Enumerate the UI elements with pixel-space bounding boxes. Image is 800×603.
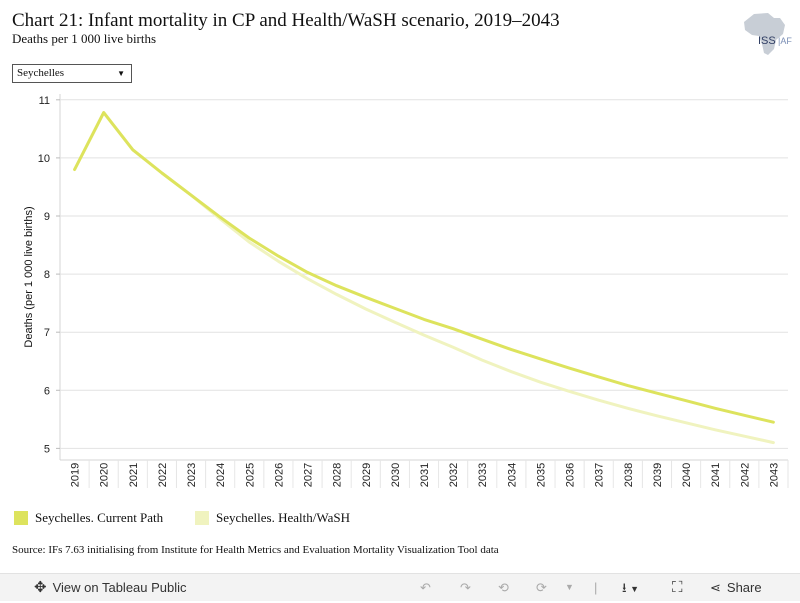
- x-tick-label: 2039: [652, 463, 664, 487]
- refresh-icon[interactable]: ⟳: [536, 580, 547, 595]
- x-tick-label: 2021: [128, 463, 140, 487]
- legend-swatch: [14, 511, 28, 525]
- undo-icon[interactable]: ↶: [420, 580, 431, 595]
- y-axis: 5 6 7 8 9 10 11: [38, 95, 50, 456]
- dropdown-value: Seychelles: [17, 67, 65, 79]
- share-label: Share: [726, 580, 762, 595]
- x-tick-label: 2032: [448, 463, 460, 487]
- x-tick-label: 2028: [332, 463, 344, 487]
- x-tick-label: 2019: [70, 463, 82, 487]
- country-dropdown[interactable]: Seychelles ▼: [12, 64, 132, 83]
- x-tick-label: 2026: [273, 463, 285, 487]
- tableau-logo-icon: ✥: [34, 579, 47, 596]
- y-tick-label: 8: [44, 269, 50, 281]
- divider: |: [594, 580, 598, 595]
- x-tick-label: 2040: [681, 463, 693, 487]
- x-tick-label: 2034: [506, 463, 518, 487]
- x-tick-label: 2042: [739, 463, 751, 487]
- y-tick-label: 9: [44, 211, 50, 223]
- y-tick-label: 7: [44, 327, 50, 339]
- y-tick-label: 10: [38, 153, 50, 165]
- x-tick-label: 2024: [215, 463, 227, 487]
- share-button[interactable]: ⋖ Share: [710, 574, 762, 601]
- legend-swatch: [195, 511, 209, 525]
- chevron-down-icon: ▼: [117, 69, 125, 78]
- chart-title: Chart 21: Infant mortality in CP and Hea…: [12, 10, 560, 31]
- chart-subtitle: Deaths per 1 000 live births: [12, 31, 157, 46]
- x-tick-label: 2036: [565, 463, 577, 487]
- x-tick-label: 2027: [303, 463, 315, 487]
- y-axis-label: Deaths (per 1 000 live births): [23, 206, 35, 347]
- source-note: Source: IFs 7.63 initialising from Insti…: [12, 544, 499, 556]
- x-tick-label: 2035: [535, 463, 547, 487]
- revert-icon[interactable]: ⟲: [498, 580, 509, 595]
- x-tick-label: 2029: [361, 463, 373, 487]
- x-tick-label: 2022: [157, 463, 169, 487]
- view-on-tableau-label: View on Tableau Public: [52, 580, 187, 595]
- y-tick-label: 11: [39, 95, 50, 107]
- legend-item-health-wash[interactable]: Seychelles. Health/WaSH: [195, 510, 350, 526]
- x-tick-label: 2020: [99, 463, 111, 487]
- svg-text:ISS: ISS: [758, 35, 776, 47]
- legend-label: Seychelles. Health/WaSH: [216, 510, 350, 525]
- series-lines: [73, 111, 775, 445]
- x-tick-label: 2038: [623, 463, 635, 487]
- x-tick-label: 2030: [390, 463, 402, 487]
- legend-item-current-path[interactable]: Seychelles. Current Path: [14, 510, 163, 526]
- iss-africa-logo: ISS |AF: [744, 13, 792, 55]
- series-line: [73, 111, 775, 424]
- series-line: [73, 111, 775, 445]
- x-tick-label: 2037: [594, 463, 606, 487]
- share-icon: ⋖: [710, 580, 721, 595]
- x-tick-label: 2025: [244, 463, 256, 487]
- x-axis: 2019 2020 2021 2022 2023 2024 2025 2026 2027 2028…: [70, 463, 781, 487]
- legend-label: Seychelles. Current Path: [35, 510, 164, 525]
- x-tick-label: 2033: [477, 463, 489, 487]
- x-tick-label: 2031: [419, 463, 431, 487]
- redo-icon[interactable]: ↷: [460, 580, 471, 595]
- download-icon[interactable]: ⭳ ▼: [622, 580, 640, 595]
- fullscreen-icon[interactable]: ⛶: [672, 579, 683, 596]
- refresh-menu-chevron-icon[interactable]: ▼: [565, 582, 574, 592]
- x-tick-label: 2023: [186, 463, 198, 487]
- x-tick-label: 2043: [768, 463, 780, 487]
- y-tick-label: 6: [44, 385, 50, 397]
- y-tick-label: 5: [44, 443, 50, 455]
- svg-text:|AF: |AF: [778, 36, 792, 46]
- tableau-footer: ✥ View on Tableau Public ↶ ↷ ⟲ ⟳ ▼ | ⭳ ▼ …: [0, 573, 800, 601]
- grid: [56, 94, 789, 488]
- x-tick-label: 2041: [710, 463, 722, 487]
- view-on-tableau-link[interactable]: ✥ View on Tableau Public: [34, 574, 187, 601]
